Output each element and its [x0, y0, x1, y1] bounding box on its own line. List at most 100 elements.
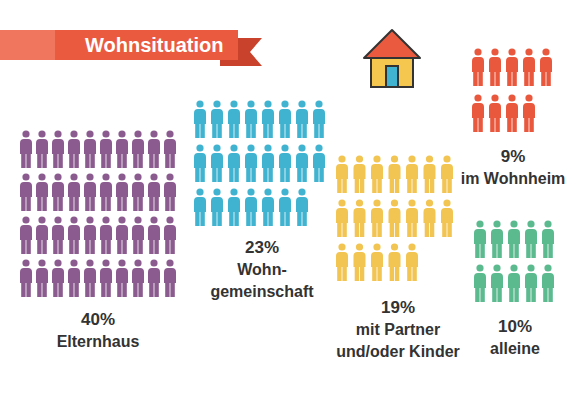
person-body [20, 182, 32, 211]
person-body [336, 208, 348, 237]
value-label: 23% [245, 238, 279, 257]
person-icon [116, 216, 128, 254]
person-head [102, 259, 109, 266]
person-icon [424, 199, 436, 237]
person-icon [354, 155, 366, 193]
person-body [228, 197, 240, 226]
person-head [118, 259, 125, 266]
person-head [315, 144, 322, 151]
value-label: 40% [81, 310, 115, 329]
person-body [68, 182, 80, 211]
person-body [100, 225, 112, 254]
person-body [441, 208, 453, 237]
person-body [279, 197, 291, 226]
person-body [296, 197, 308, 226]
person-body [148, 268, 160, 297]
person-head [38, 259, 45, 266]
person-head [281, 144, 288, 151]
person-head [70, 259, 77, 266]
person-body [52, 139, 64, 168]
pictogram-group [474, 220, 554, 302]
person-icon [20, 130, 32, 168]
person-head [426, 155, 433, 162]
person-body [245, 197, 257, 226]
person-body [491, 229, 503, 258]
person-body [424, 164, 436, 193]
category-label: Elternhaus [57, 333, 140, 350]
person-head [166, 259, 173, 266]
person-head [70, 173, 77, 180]
person-body [20, 225, 32, 254]
person-icon [371, 155, 383, 193]
person-icon [406, 199, 418, 237]
person-body [506, 57, 518, 86]
person-icon [52, 259, 64, 297]
person-body [336, 252, 348, 281]
person-body [68, 139, 80, 168]
person-icon [491, 220, 503, 258]
category-label-line: gemeinschaft [210, 283, 314, 300]
person-body [525, 229, 537, 258]
category-label: im Wohnheim [461, 170, 566, 187]
person-body [116, 225, 128, 254]
person-body [371, 252, 383, 281]
person-head [213, 188, 220, 195]
person-head [230, 100, 237, 107]
person-head [426, 199, 433, 206]
person-icon [68, 173, 80, 211]
person-icon [313, 144, 325, 182]
person-head [86, 130, 93, 137]
infographic: Wohnsituation40%Elternhaus23%Wohn-gemein… [0, 0, 582, 396]
person-icon [36, 259, 48, 297]
person-head [264, 188, 271, 195]
person-body [472, 103, 484, 132]
person-icon [508, 220, 520, 258]
person-icon [296, 144, 308, 182]
person-head [356, 155, 363, 162]
person-icon [540, 48, 552, 86]
person-body [354, 164, 366, 193]
person-body [132, 139, 144, 168]
person-head [150, 130, 157, 137]
person-icon [542, 220, 554, 258]
person-head [134, 216, 141, 223]
person-head [491, 94, 498, 101]
person-head [510, 220, 517, 227]
pictogram-group [194, 100, 325, 226]
person-head [476, 220, 483, 227]
person-icon [441, 155, 453, 193]
person-head [525, 48, 532, 55]
person-icon [523, 94, 535, 132]
person-body [100, 182, 112, 211]
person-head [196, 100, 203, 107]
person-head [22, 130, 29, 137]
person-body [262, 197, 274, 226]
person-body [540, 57, 552, 86]
person-icon [508, 264, 520, 302]
person-body [491, 273, 503, 302]
person-body [542, 229, 554, 258]
person-body [245, 109, 257, 138]
person-head [493, 264, 500, 271]
person-head [510, 264, 517, 271]
person-head [70, 216, 77, 223]
person-body [296, 153, 308, 182]
person-icon [336, 243, 348, 281]
person-body [68, 268, 80, 297]
person-body [194, 109, 206, 138]
category-label-line: alleine [490, 340, 540, 357]
person-icon [441, 199, 453, 237]
person-head [134, 173, 141, 180]
person-icon [424, 155, 436, 193]
person-head [213, 144, 220, 151]
person-body [164, 182, 176, 211]
person-head [391, 155, 398, 162]
person-body [148, 139, 160, 168]
person-head [86, 259, 93, 266]
person-icon [296, 188, 308, 226]
person-body [52, 182, 64, 211]
person-head [102, 173, 109, 180]
person-body [36, 182, 48, 211]
person-icon [20, 216, 32, 254]
person-body [148, 182, 160, 211]
